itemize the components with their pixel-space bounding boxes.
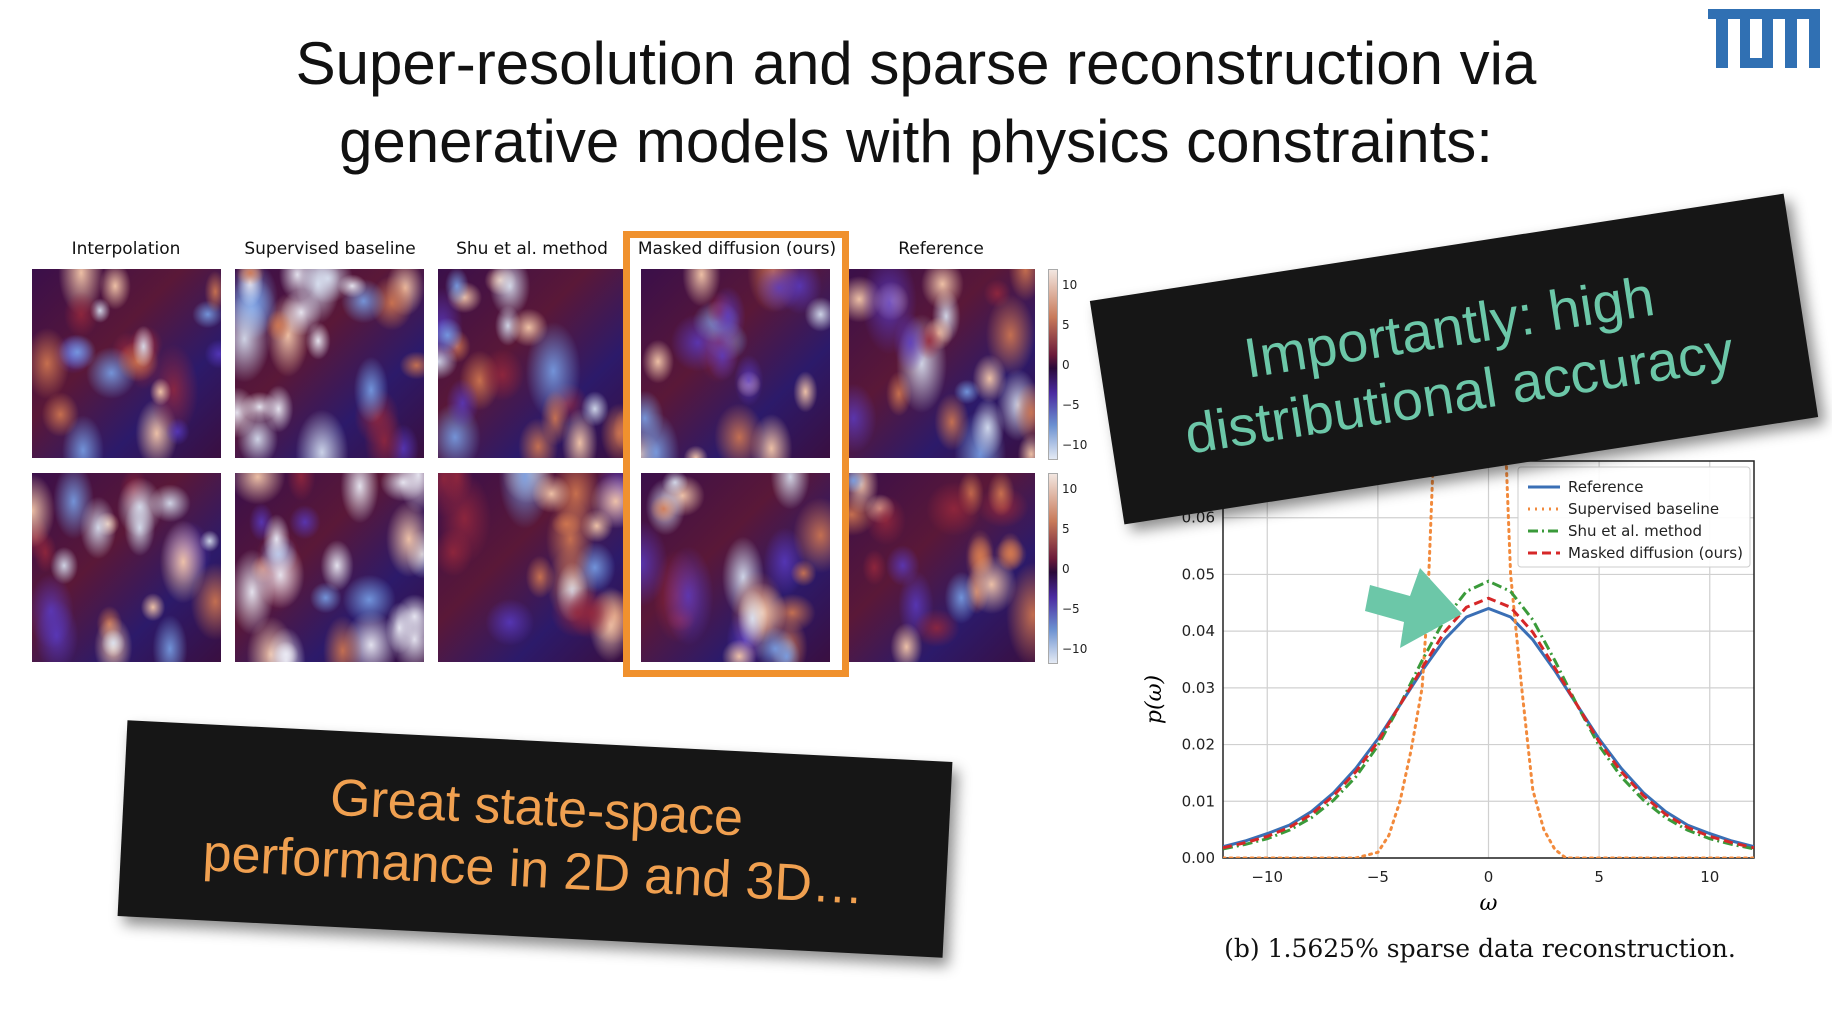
y-axis-label: p(ω) (1142, 675, 1167, 724)
colorbar-tick-label: 0 (1062, 562, 1070, 576)
colorbar-bottom (1048, 473, 1058, 664)
x-tick-label: −10 (1251, 868, 1283, 886)
y-tick-label: 0.03 (1182, 679, 1215, 697)
column-title-reference: Reference (898, 239, 984, 259)
tum-logo (1708, 9, 1820, 68)
slide-title-line2: generative models with physics constrain… (339, 108, 1493, 175)
legend-box (1517, 466, 1751, 568)
colorbar-tick-label: 5 (1062, 318, 1070, 332)
field-panel (641, 269, 830, 458)
x-tick-label: 5 (1594, 868, 1604, 886)
column-title-interpolation: Interpolation (71, 239, 181, 259)
figure-caption: (b) 1.5625% sparse data reconstruction. (1224, 934, 1736, 963)
x-tick-label: −5 (1367, 868, 1389, 886)
series-line-supervised-baseline (1223, 461, 1754, 858)
highlight-box (623, 231, 849, 677)
field-panel (846, 269, 1035, 458)
colorbar-tick-label: 10 (1062, 278, 1078, 292)
column-title-masked-diffusion: Masked diffusion (ours) (637, 239, 837, 259)
field-panel (641, 473, 830, 662)
field-panel (235, 269, 424, 458)
field-panel (846, 473, 1035, 662)
column-title-supervised: Supervised baseline (244, 239, 416, 259)
annotation-arrow-icon (1365, 568, 1462, 648)
y-tick-label: 0.04 (1182, 622, 1215, 640)
colorbar-tick-label: −10 (1062, 438, 1088, 452)
colorbar-tick-label: −10 (1062, 642, 1088, 656)
slide-title-line1: Super-resolution and sparse reconstructi… (295, 30, 1537, 97)
legend-label: Shu et al. method (1568, 522, 1702, 540)
field-panel (32, 473, 221, 662)
colorbar-top (1048, 269, 1058, 460)
colorbar-tick-label: 5 (1062, 522, 1070, 536)
callout-state-space: Great state-space performance in 2D and 3… (117, 720, 953, 958)
field-panel (235, 473, 424, 662)
field-panel (438, 473, 627, 662)
legend-label: Masked diffusion (ours) (1568, 544, 1743, 562)
series-line-shu-et-al-method (1223, 579, 1754, 851)
colorbar-tick-label: −5 (1062, 602, 1080, 616)
x-axis-label: ω (1480, 891, 1498, 916)
y-tick-label: 0.01 (1182, 792, 1215, 810)
colorbar-tick-label: 0 (1062, 358, 1070, 372)
series-line-masked-diffusion-ours- (1223, 596, 1754, 850)
legend-label: Supervised baseline (1568, 500, 1719, 518)
colorbar-tick-label: 10 (1062, 482, 1078, 496)
y-tick-label: 0.00 (1182, 849, 1215, 867)
colorbar-tick-label: −5 (1062, 398, 1080, 412)
series-line-reference (1223, 606, 1754, 849)
x-tick-label: 0 (1484, 868, 1494, 886)
legend-label: Reference (1568, 478, 1644, 496)
field-panel (32, 269, 221, 458)
y-tick-label: 0.05 (1182, 565, 1215, 583)
field-panel (438, 269, 627, 458)
x-tick-label: 10 (1700, 868, 1719, 886)
y-tick-label: 0.02 (1182, 736, 1215, 754)
column-title-shu: Shu et al. method (456, 239, 608, 259)
